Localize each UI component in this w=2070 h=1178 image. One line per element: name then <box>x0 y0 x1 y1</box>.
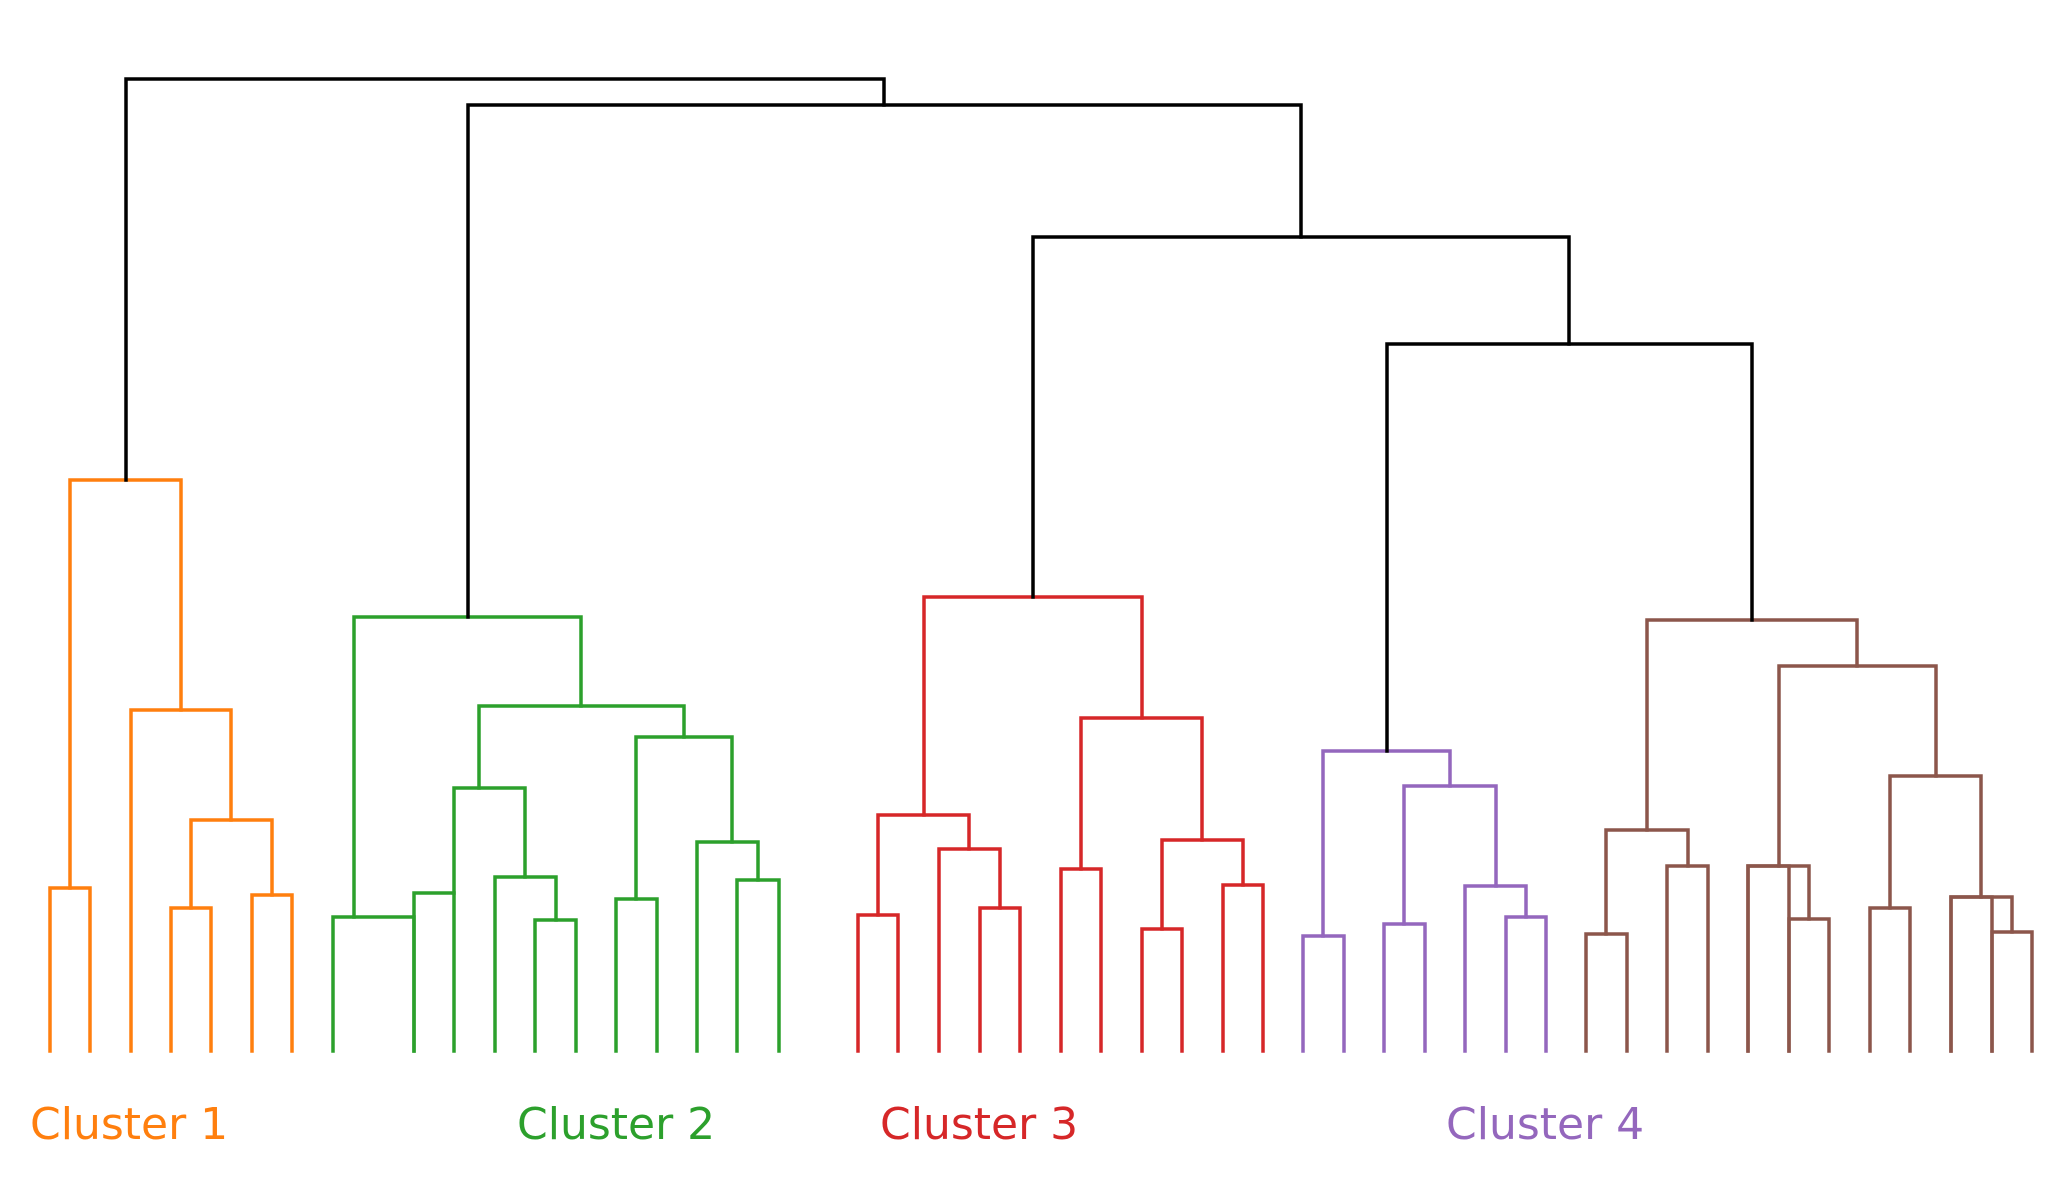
dendrogram-link-14 <box>477 704 686 790</box>
dendrogram-link-36 <box>1746 864 1791 1053</box>
dendrogram-link-2 <box>250 893 294 1053</box>
dendrogram-link-11 <box>735 878 781 1053</box>
dendrogram-link-30 <box>1463 884 1528 1053</box>
dendrogram-link-45 <box>1645 618 1859 832</box>
dendrogram-link-7 <box>533 918 578 1053</box>
dendrogram-link-47 <box>1031 235 1571 599</box>
dendrogram-link-38 <box>1746 864 1811 1053</box>
dendrogram-link-21 <box>1059 867 1103 1053</box>
dendrogram-link-9 <box>452 786 527 895</box>
dendrogram-link-12 <box>695 840 760 1053</box>
dendrogram-link-28 <box>1382 922 1427 1053</box>
dendrogram-link-44 <box>1777 664 1938 868</box>
dendrogram-link-16 <box>352 615 583 919</box>
dendrogram-link-25 <box>1079 716 1204 871</box>
dendrogram-link-26 <box>922 595 1144 817</box>
cluster-4-label: Cluster 4 <box>1446 1099 1645 1150</box>
dendrogram-link-13 <box>634 735 734 901</box>
dendrogram-link-4 <box>129 708 233 1053</box>
cluster-1-label: Cluster 1 <box>30 1099 229 1150</box>
dendrogram-link-31 <box>1402 784 1498 926</box>
dendrogram-link-18 <box>978 906 1022 1053</box>
dendrogram-link-8 <box>493 875 558 1053</box>
dendrogram-link-22 <box>1140 927 1184 1053</box>
dendrogram-link-6 <box>412 891 456 1053</box>
dendrogram-link-49 <box>124 77 886 482</box>
dendrogram-link-34 <box>1665 864 1710 1053</box>
dendrogram-link-41 <box>1990 930 2034 1053</box>
dendrogram-link-35 <box>1604 828 1690 936</box>
cluster-3-label: Cluster 3 <box>880 1099 1079 1150</box>
dendrogram-link-23 <box>1221 883 1265 1053</box>
dendrogram-link-15 <box>331 915 416 1053</box>
dendrogram-link-39 <box>1868 906 1912 1053</box>
dendrogram-link-32 <box>1321 749 1452 938</box>
dendrogram-link-27 <box>1301 934 1346 1053</box>
dendrogram-link-19 <box>937 847 1002 1053</box>
dendrogram-link-37 <box>1787 917 1831 1053</box>
dendrogram-link-1 <box>169 906 213 1053</box>
dendrogram-link-43 <box>1888 774 1983 910</box>
dendrogram-link-48 <box>466 103 1303 619</box>
cluster-2-label: Cluster 2 <box>517 1099 716 1150</box>
dendrogram-link-0 <box>48 886 92 1053</box>
dendrogram-link-42 <box>1949 895 2014 1053</box>
dendrogram-link-46 <box>1385 342 1754 753</box>
dendrogram-link-17 <box>856 913 900 1053</box>
dendrogram-link-10 <box>614 897 659 1053</box>
dendrogram-link-29 <box>1504 915 1548 1053</box>
dendrogram-link-20 <box>876 813 971 917</box>
dendrogram-link-5 <box>68 478 183 890</box>
dendrogram-link-33 <box>1584 932 1629 1053</box>
dendrogram-link-40 <box>1949 895 1994 1053</box>
